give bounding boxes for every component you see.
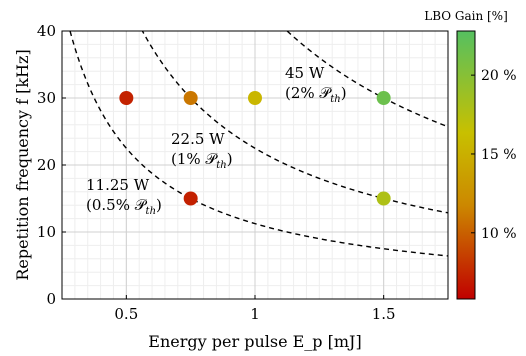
y-tick-label: 10 [37, 223, 56, 241]
colorbar [456, 30, 476, 300]
x-tick-label: 0.5 [114, 305, 138, 323]
y-axis-label: Repetition frequency f [kHz] [13, 49, 32, 280]
colorbar-tick-label: 15 % [481, 147, 517, 163]
data-point [119, 91, 134, 105]
annotation-22-5w-sub: th [216, 160, 226, 171]
power-curve-line [286, 31, 448, 128]
power-curve-line [141, 31, 448, 214]
y-tick-label: 0 [46, 290, 56, 308]
annotation-45w-sub: th [330, 94, 340, 105]
colorbar-tick-label: 10 % [481, 226, 517, 242]
data-point [183, 91, 198, 105]
data-point [376, 91, 391, 105]
annotation-45w-close: ) [341, 84, 347, 102]
y-tick-label: 20 [37, 156, 56, 174]
annotation-45w-line1: 45 W [285, 64, 325, 82]
annotation-22-5w-line2: (1% 𝒫th) [171, 150, 233, 171]
annotation-11-25w-close: ) [156, 196, 162, 214]
y-tick-label: 40 [37, 22, 56, 40]
data-point [376, 191, 391, 206]
annotation-22-5w-text: (1% 𝒫 [171, 150, 218, 168]
data-point [248, 91, 262, 105]
annotation-45w-line2: (2% 𝒫th) [285, 84, 347, 105]
annotation-11-25w-sub: th [146, 206, 156, 217]
colorbar-title: LBO Gain [%] [424, 9, 508, 23]
annotation-11-25w-text: (0.5% 𝒫 [86, 196, 148, 214]
x-tick-label: 1 [250, 305, 260, 323]
data-point [183, 191, 198, 206]
annotation-45w-text: (2% 𝒫 [285, 84, 332, 102]
colorbar-tick-label: 20 % [481, 68, 517, 84]
y-axis-ticks: 0 10 20 30 40 [37, 22, 66, 308]
annotation-11-25w-line2: (0.5% 𝒫th) [86, 196, 162, 217]
power-curve-line [69, 31, 448, 257]
x-axis-ticks: 0.5 1 1.5 [114, 295, 396, 323]
x-tick-label: 1.5 [372, 305, 396, 323]
annotation-11-25w-line1: 11.25 W [86, 176, 150, 194]
power-curves [69, 31, 448, 257]
colorbar-ticks: 10 % 15 % 20 % [471, 68, 517, 242]
annotation-22-5w-close: ) [227, 150, 233, 168]
x-axis-label: Energy per pulse E_p [mJ] [148, 332, 361, 351]
y-tick-label: 30 [37, 89, 56, 107]
annotation-22-5w-line1: 22.5 W [171, 130, 225, 148]
data-points [119, 91, 391, 206]
